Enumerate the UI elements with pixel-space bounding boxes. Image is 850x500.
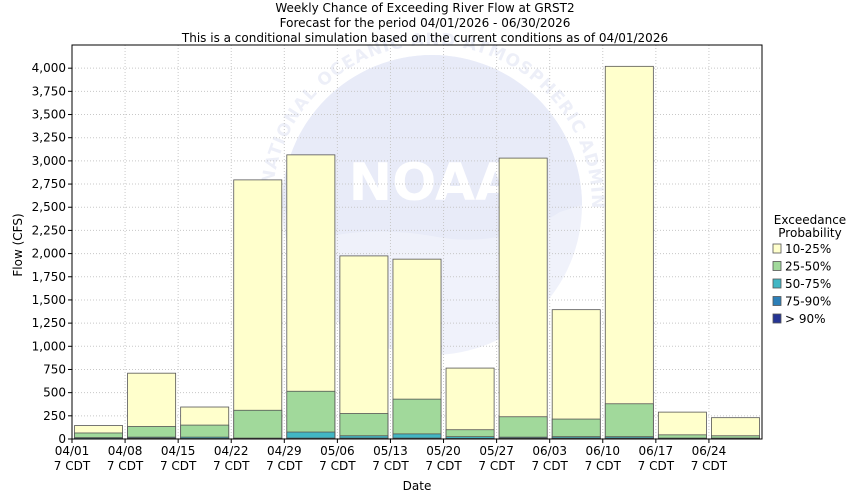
chart-title-line-1: Weekly Chance of Exceeding River Flow at…	[275, 1, 574, 15]
y-tick-label: 1,250	[32, 316, 66, 330]
legend-swatch	[772, 296, 782, 306]
bar-2550-9	[551, 418, 601, 440]
x-tick-label: 06/17 7 CDT	[638, 444, 675, 473]
y-tick-label: 3,250	[32, 131, 66, 145]
legend-label: 10-25%	[785, 242, 831, 256]
x-axis-label: Date	[403, 479, 432, 493]
x-tick-label: 05/20 7 CDT	[425, 444, 462, 473]
y-tick-label: 3,750	[32, 84, 66, 98]
bar-2550-5	[339, 413, 389, 440]
legend-label: 75-90%	[785, 295, 831, 309]
y-axis-label: Flow (CFS)	[11, 213, 25, 276]
x-tick-label: 04/08 7 CDT	[107, 444, 144, 473]
legend-title: Exceedance	[774, 213, 846, 227]
bar-2550-3	[233, 409, 283, 440]
chart-title-line-2: Forecast for the period 04/01/2026 - 06/…	[280, 16, 571, 30]
x-tick-label: 06/03 7 CDT	[531, 444, 568, 473]
y-tick-label: 1,750	[32, 270, 66, 284]
legend-swatch	[772, 243, 782, 254]
legend-swatch	[772, 313, 782, 324]
bar-1025-8	[498, 157, 548, 440]
y-tick-label: 4,000	[32, 61, 66, 75]
chart-title-line-3: This is a conditional simulation based o…	[181, 31, 668, 45]
x-tick-label: 06/10 7 CDT	[585, 444, 622, 473]
x-axis-ticks: 04/01 7 CDT 04/08 7 CDT 04/15 7 CDT 04/22 7 CDT…	[54, 439, 728, 473]
bar-2550-8	[498, 416, 548, 440]
y-tick-label: 750	[43, 362, 66, 376]
chart-title: Weekly Chance of Exceeding River Flow at…	[181, 1, 668, 45]
x-tick-label: 05/27 7 CDT	[478, 444, 515, 473]
x-tick-label: 04/22 7 CDT	[213, 444, 250, 473]
bar-2550-10	[604, 403, 654, 440]
legend-label: 25-50%	[785, 260, 831, 274]
y-tick-label: 2,500	[32, 200, 66, 214]
bar-1025-5	[339, 255, 389, 440]
y-tick-label: 500	[43, 386, 66, 400]
y-tick-label: 0	[58, 432, 66, 446]
bar-1025-10	[604, 65, 654, 440]
bar-1025-7	[445, 367, 495, 440]
bar-2550-6	[392, 398, 442, 440]
legend-label: > 90%	[785, 312, 826, 326]
y-tick-label: 3,500	[32, 108, 66, 122]
bar-1025-9	[551, 309, 601, 440]
legend-swatch	[772, 261, 782, 271]
y-axis-ticks: 0 250 500 750 1,000 1,250 1,500 1,750 2,000 2,250…	[32, 61, 72, 446]
y-tick-label: 1,000	[32, 339, 66, 353]
bar-2550-4	[286, 390, 336, 440]
x-tick-label: 05/06 7 CDT	[319, 444, 356, 473]
legend-swatch	[772, 278, 782, 289]
x-tick-label: 04/29 7 CDT	[266, 444, 303, 473]
x-tick-label: 05/13 7 CDT	[372, 444, 409, 473]
x-tick-label: 04/01 7 CDT	[54, 444, 91, 473]
y-tick-label: 2,750	[32, 177, 66, 191]
y-tick-label: 2,250	[32, 223, 66, 237]
x-tick-label: 04/15 7 CDT	[160, 444, 197, 473]
watermark-text: NOAA	[349, 153, 516, 213]
y-tick-label: 1,500	[32, 293, 66, 307]
legend-label: 50-75%	[785, 277, 831, 291]
x-tick-label: 06/24 7 CDT	[691, 444, 728, 473]
y-tick-label: 3,000	[32, 154, 66, 168]
y-tick-label: 2,000	[32, 247, 66, 261]
y-tick-label: 250	[43, 409, 66, 423]
legend-title: Probability	[778, 226, 841, 240]
plot-frame	[71, 44, 763, 440]
bar-1025-3	[233, 179, 283, 440]
